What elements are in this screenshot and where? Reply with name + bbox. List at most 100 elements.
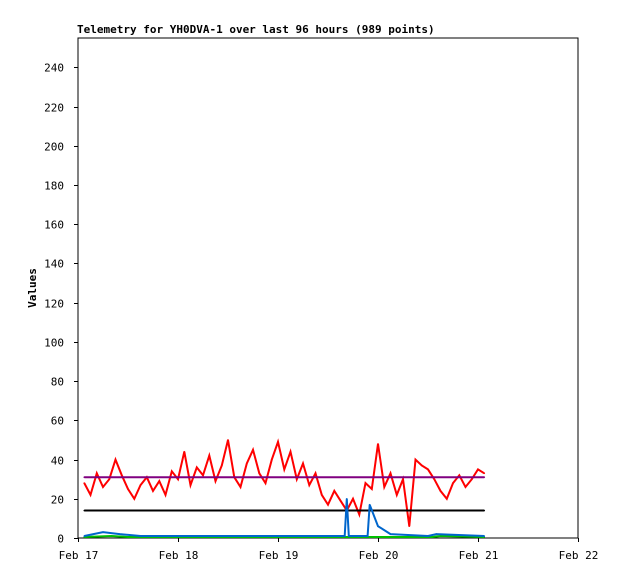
data-point xyxy=(343,535,346,537)
data-point xyxy=(368,503,371,506)
data-point xyxy=(483,476,486,479)
data-point xyxy=(408,525,411,528)
data-point xyxy=(358,513,361,516)
data-point xyxy=(139,535,142,537)
data-point xyxy=(139,484,142,486)
data-point xyxy=(114,458,117,461)
chart-title: Telemetry for YH0DVA-1 over last 96 hour… xyxy=(77,23,435,36)
data-point xyxy=(127,536,129,538)
y-axis-label: Values xyxy=(26,268,39,308)
data-point xyxy=(345,497,348,500)
data-point xyxy=(283,468,286,471)
data-point xyxy=(110,535,113,537)
data-point xyxy=(170,470,173,473)
data-point xyxy=(252,448,254,451)
data-point xyxy=(366,535,369,537)
data-point xyxy=(431,536,433,538)
x-tick-label: Feb 21 xyxy=(459,549,499,562)
data-point xyxy=(83,482,86,484)
data-point xyxy=(239,486,242,488)
data-point xyxy=(83,509,86,512)
y-tick-label: 220 xyxy=(44,102,64,115)
y-tick-label: 0 xyxy=(57,533,64,546)
data-point xyxy=(439,535,442,537)
data-point xyxy=(227,439,229,441)
data-point xyxy=(289,450,292,453)
data-point xyxy=(152,490,154,492)
data-point xyxy=(83,476,86,479)
data-point xyxy=(452,482,454,484)
data-point xyxy=(314,472,317,475)
data-point xyxy=(348,535,350,537)
data-point xyxy=(220,464,223,467)
data-point xyxy=(158,480,161,482)
data-point xyxy=(339,499,342,502)
data-point xyxy=(302,462,304,465)
data-point xyxy=(177,478,179,480)
y-tick-label: 240 xyxy=(44,62,64,75)
y-tick-label: 120 xyxy=(44,298,64,311)
data-point xyxy=(208,454,211,457)
data-point xyxy=(395,494,398,496)
data-point xyxy=(327,503,329,506)
x-tick-label: Feb 20 xyxy=(359,549,399,562)
data-point xyxy=(439,490,442,492)
y-tick-label: 160 xyxy=(44,219,64,232)
y-tick-label: 140 xyxy=(44,258,64,271)
plot-frame xyxy=(77,37,579,539)
y-tick-label: 200 xyxy=(44,141,64,154)
data-point xyxy=(245,462,248,465)
data-point xyxy=(102,531,104,533)
data-point xyxy=(333,490,336,492)
data-point xyxy=(414,458,417,461)
data-point xyxy=(352,497,354,500)
data-point xyxy=(183,450,186,453)
data-point xyxy=(377,525,379,528)
x-tick-label: Feb 22 xyxy=(559,549,599,562)
data-point xyxy=(308,484,311,486)
data-point xyxy=(83,535,86,537)
data-point xyxy=(420,464,423,467)
x-tick-label: Feb 17 xyxy=(59,549,99,562)
data-point xyxy=(464,486,467,488)
data-point xyxy=(189,484,192,486)
y-tick-label: 40 xyxy=(51,455,64,468)
data-point xyxy=(195,466,198,469)
data-point xyxy=(264,482,267,484)
data-point xyxy=(95,472,98,475)
data-point xyxy=(164,494,167,496)
data-point xyxy=(435,533,438,535)
data-point xyxy=(108,478,111,480)
data-point xyxy=(89,494,92,496)
data-point xyxy=(118,533,121,535)
y-tick-label: 100 xyxy=(44,337,64,350)
data-point xyxy=(458,474,461,477)
data-point xyxy=(320,494,323,496)
data-point xyxy=(483,535,486,537)
data-point xyxy=(389,472,392,475)
data-point xyxy=(433,478,436,480)
series-line-4 xyxy=(84,498,485,538)
data-point xyxy=(470,478,473,480)
data-point xyxy=(270,458,273,461)
data-point xyxy=(202,474,204,477)
data-point xyxy=(127,488,129,490)
data-point xyxy=(295,478,298,480)
y-tick-label: 180 xyxy=(44,180,64,193)
series-line-0 xyxy=(83,438,485,527)
y-tick-label: 20 xyxy=(51,494,64,507)
y-tick-label: 80 xyxy=(51,376,64,389)
data-point xyxy=(483,509,486,512)
data-point xyxy=(483,472,486,475)
x-tick-label: Feb 18 xyxy=(159,549,199,562)
data-point xyxy=(214,480,217,482)
data-point xyxy=(120,474,123,477)
data-point xyxy=(427,535,429,537)
data-point xyxy=(389,533,392,535)
data-point xyxy=(258,472,261,475)
data-point xyxy=(133,497,136,500)
data-point xyxy=(477,468,479,471)
data-point xyxy=(402,478,404,480)
